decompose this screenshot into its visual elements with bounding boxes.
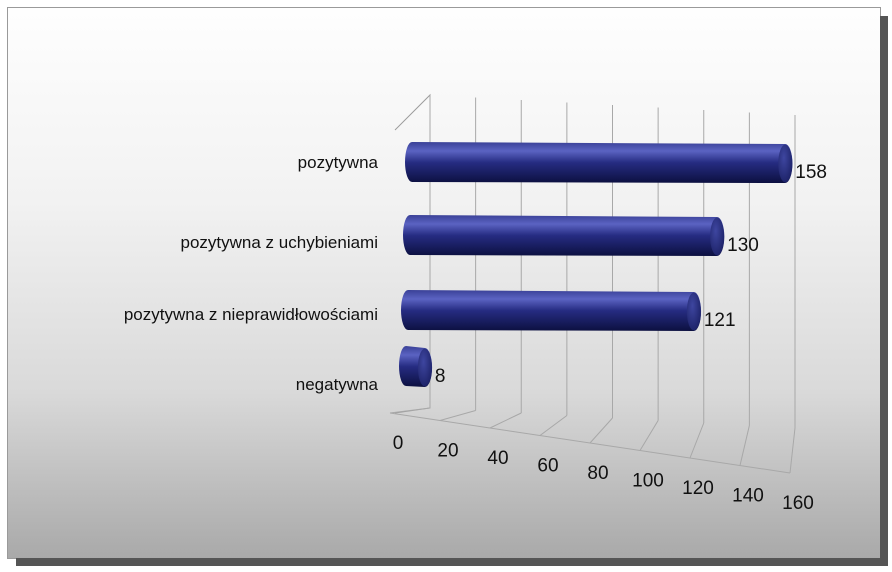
labels: 0 20 40 60 80 100 120 140 160 158 pozytywna 130 pozy… (124, 153, 827, 514)
bar (401, 290, 702, 331)
x-tick-label: 20 (437, 441, 458, 462)
x-axis-line (389, 412, 791, 474)
category-label: negatywna (296, 375, 379, 394)
floor-gridline (539, 415, 568, 436)
floor-gridline (589, 417, 613, 444)
category-label: pozytywna z nieprawidłowościami (124, 305, 378, 324)
floor-gridline (639, 420, 659, 451)
x-tick-label: 120 (682, 478, 714, 499)
x-tick-label: 0 (393, 433, 404, 454)
floor-gridline (689, 422, 705, 459)
bar-end-cap (710, 217, 725, 256)
data-label: 158 (795, 162, 827, 183)
floor-gridline (439, 410, 476, 421)
bar (405, 142, 793, 183)
x-tick-label: 60 (537, 456, 558, 477)
bar-end-cap (686, 292, 701, 331)
bar (403, 215, 725, 256)
data-label: 130 (727, 235, 759, 256)
category-label: pozytywna z uchybieniami (181, 233, 378, 252)
floor-gridline (739, 425, 750, 466)
data-label: 121 (704, 310, 736, 331)
x-tick-label: 140 (732, 486, 764, 507)
x-tick-label: 80 (587, 463, 608, 484)
category-label: pozytywna (298, 153, 379, 172)
bars (399, 142, 793, 387)
x-tick-label: 160 (782, 493, 814, 514)
floor-gridline (789, 427, 796, 474)
chart-frame (8, 8, 880, 558)
floor-gridline (489, 412, 522, 429)
bar-end-cap (417, 348, 432, 387)
x-tick-label: 40 (487, 448, 508, 469)
bar-end-cap (778, 144, 793, 183)
floor-gridline (389, 407, 431, 414)
data-label: 8 (435, 366, 446, 387)
x-tick-label: 100 (632, 471, 664, 492)
